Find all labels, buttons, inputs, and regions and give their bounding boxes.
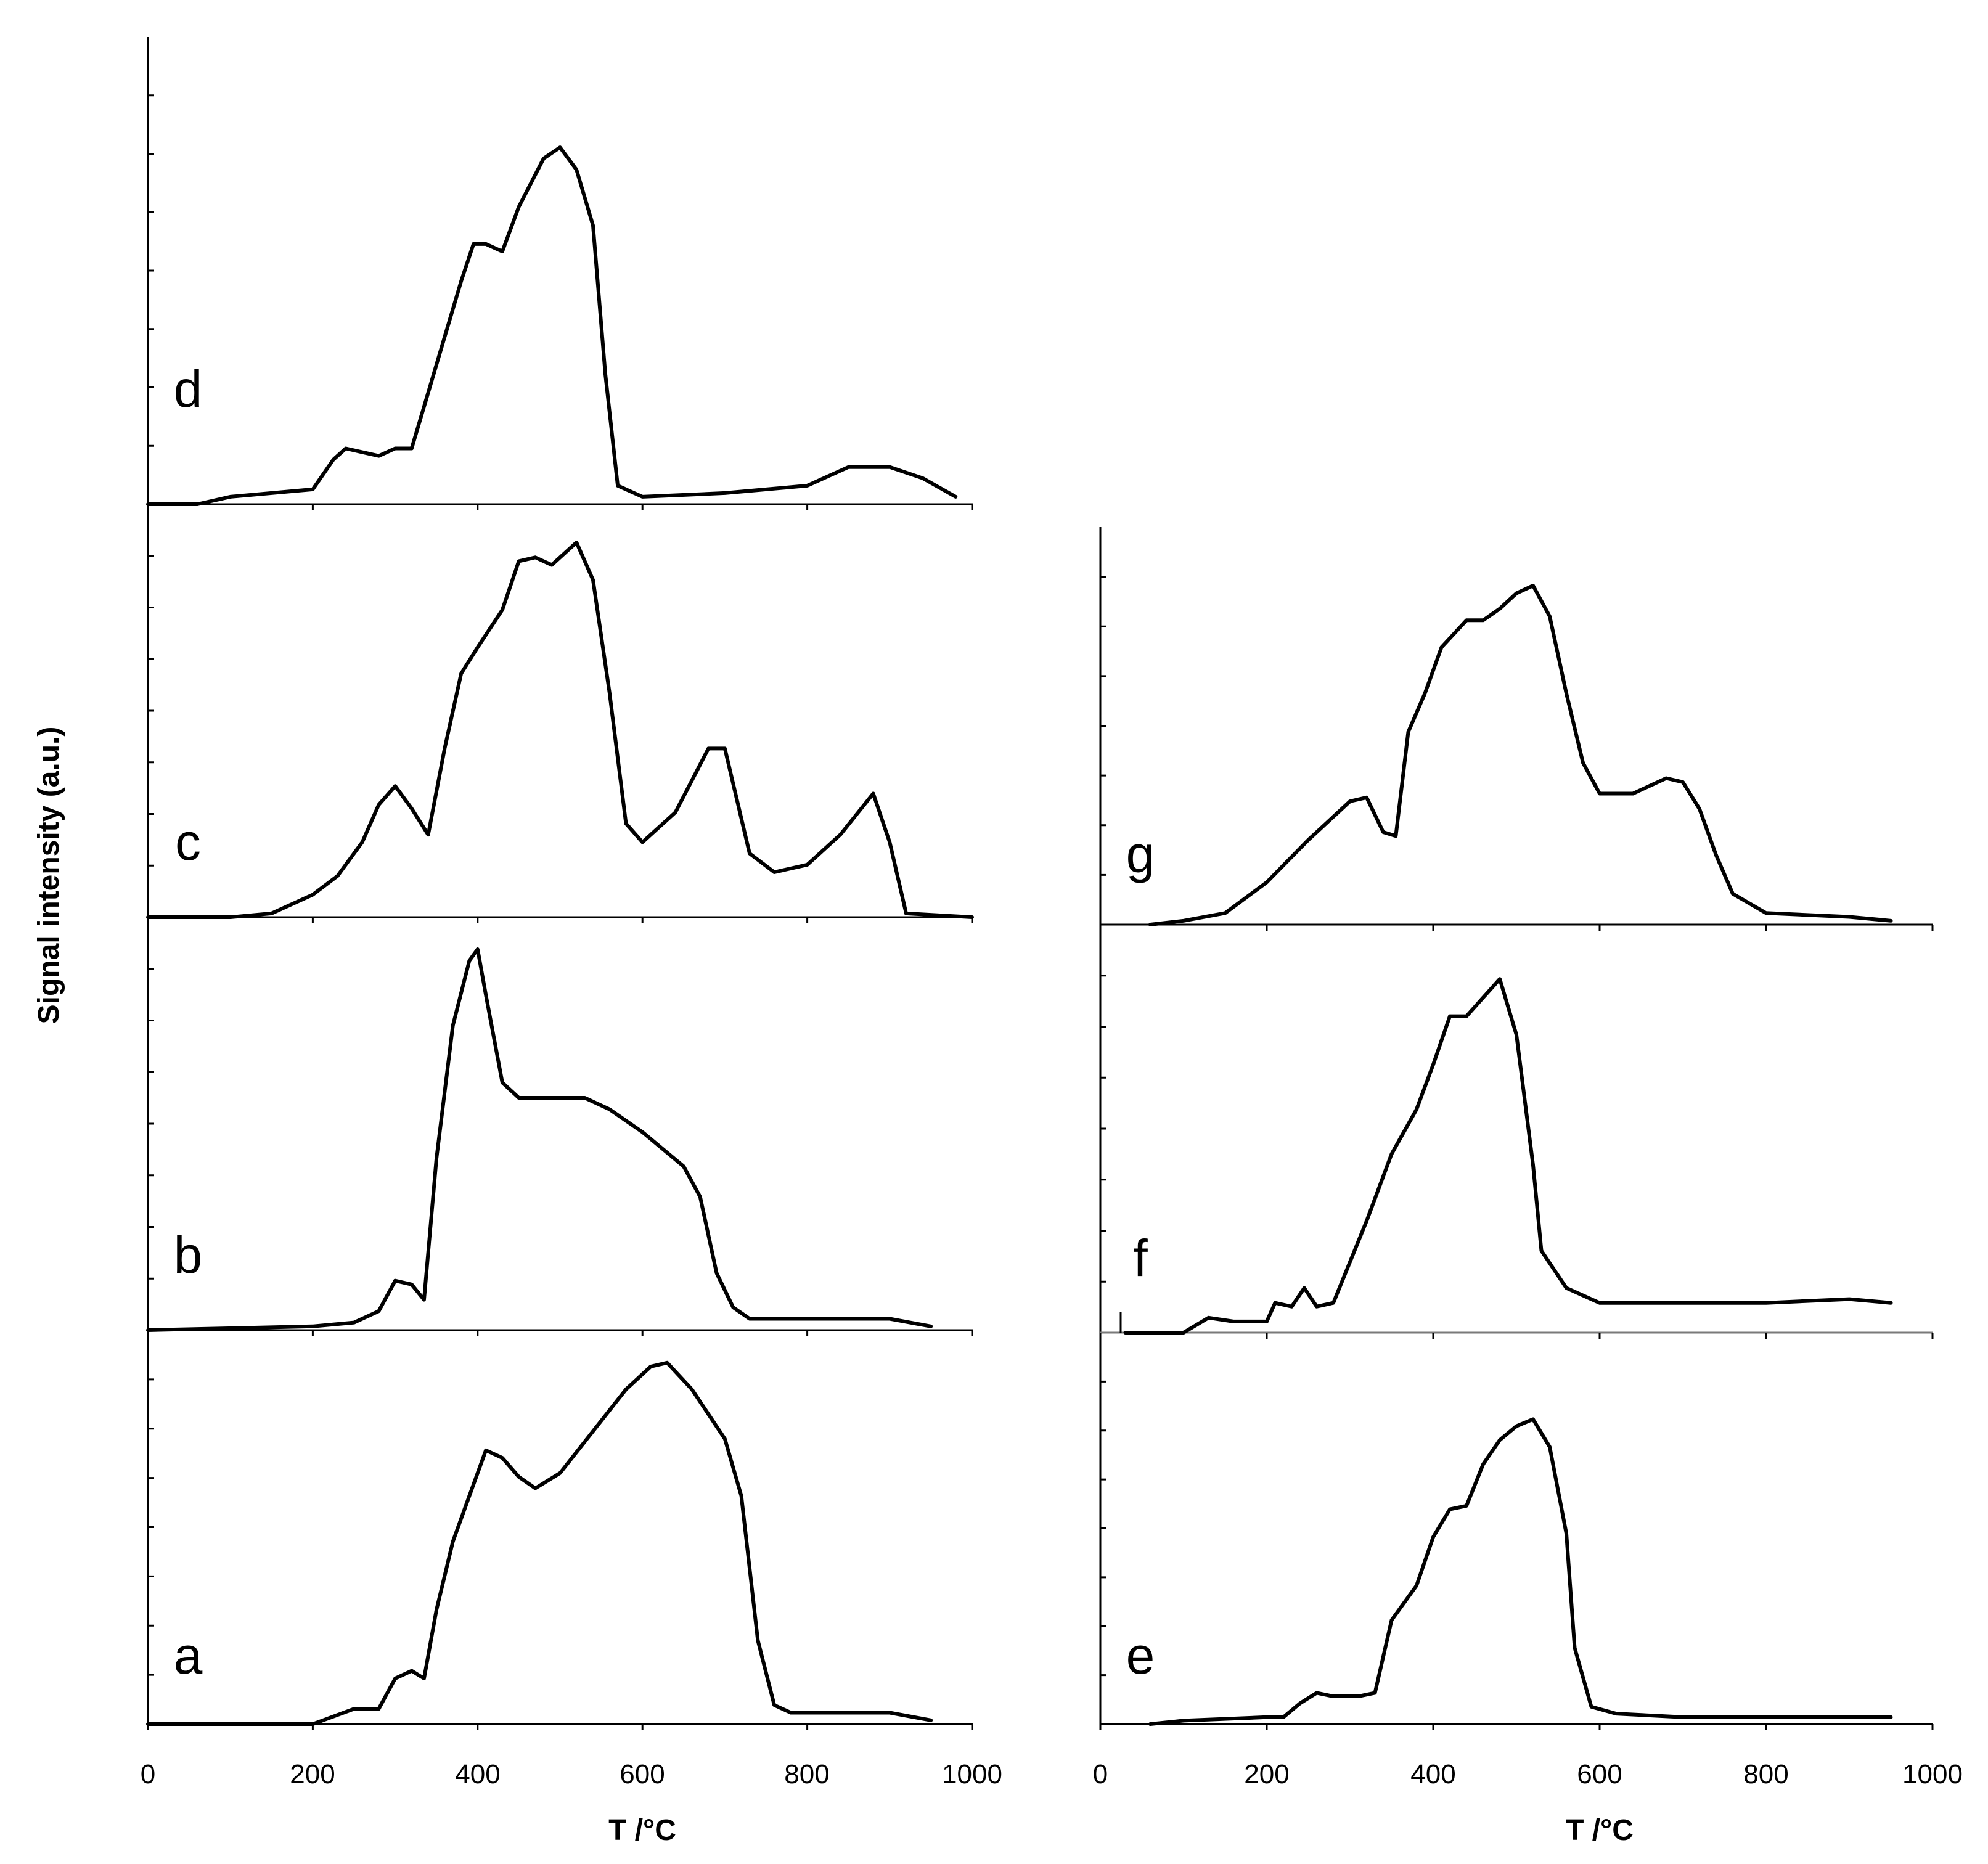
left-x-axis-title: T /°C [608,1814,676,1847]
series-line-b [146,947,933,1332]
x-tick-label: 1000 [1902,1759,1963,1789]
panel-letter-c: c [175,813,201,871]
series-line-d [146,145,958,506]
panel-d: d [146,145,958,506]
panel-e: e [1126,1417,1893,1726]
panel-f: f [1123,977,1893,1335]
series-line-a [146,1360,933,1726]
panel-letter-b: b [174,1226,203,1284]
right-column-axes [1099,527,1933,1725]
panel-c: c [146,541,974,919]
series-line-g [1148,584,1893,926]
x-tick-label: 600 [1577,1759,1622,1789]
x-tick-label: 800 [784,1759,829,1789]
panel-letter-g: g [1126,825,1155,883]
x-tick-label: 0 [141,1759,155,1789]
panel-g: g [1126,584,1893,926]
x-tick-label: 400 [455,1759,500,1789]
panel-letter-d: d [174,360,203,418]
panel-letter-a: a [174,1627,203,1685]
x-tick-label: 1000 [942,1759,1002,1789]
x-tick-label: 800 [1743,1759,1788,1789]
x-tick-label: 0 [1093,1759,1108,1789]
y-axis-title: Signal intensity (a.u.) [33,727,65,1024]
x-tick-label: 600 [620,1759,665,1789]
panel-letter-f: f [1133,1229,1148,1287]
right-x-axis-title: T /°C [1566,1814,1634,1847]
left-x-tick-labels: 0 200 400 600 800 1000 [141,1759,1002,1789]
series-line-f [1123,977,1893,1335]
panel-letter-e: e [1126,1627,1155,1685]
series-line-e [1148,1417,1893,1726]
right-x-tick-labels: 0 200 400 600 800 1000 [1093,1759,1963,1789]
axis-ticks [147,94,1934,1730]
x-tick-label: 200 [1244,1759,1289,1789]
x-tick-label: 200 [290,1759,335,1789]
x-tick-label: 400 [1410,1759,1455,1789]
panel-a: a [146,1360,933,1726]
series-line-c [146,541,974,919]
panel-b: b [146,947,933,1332]
